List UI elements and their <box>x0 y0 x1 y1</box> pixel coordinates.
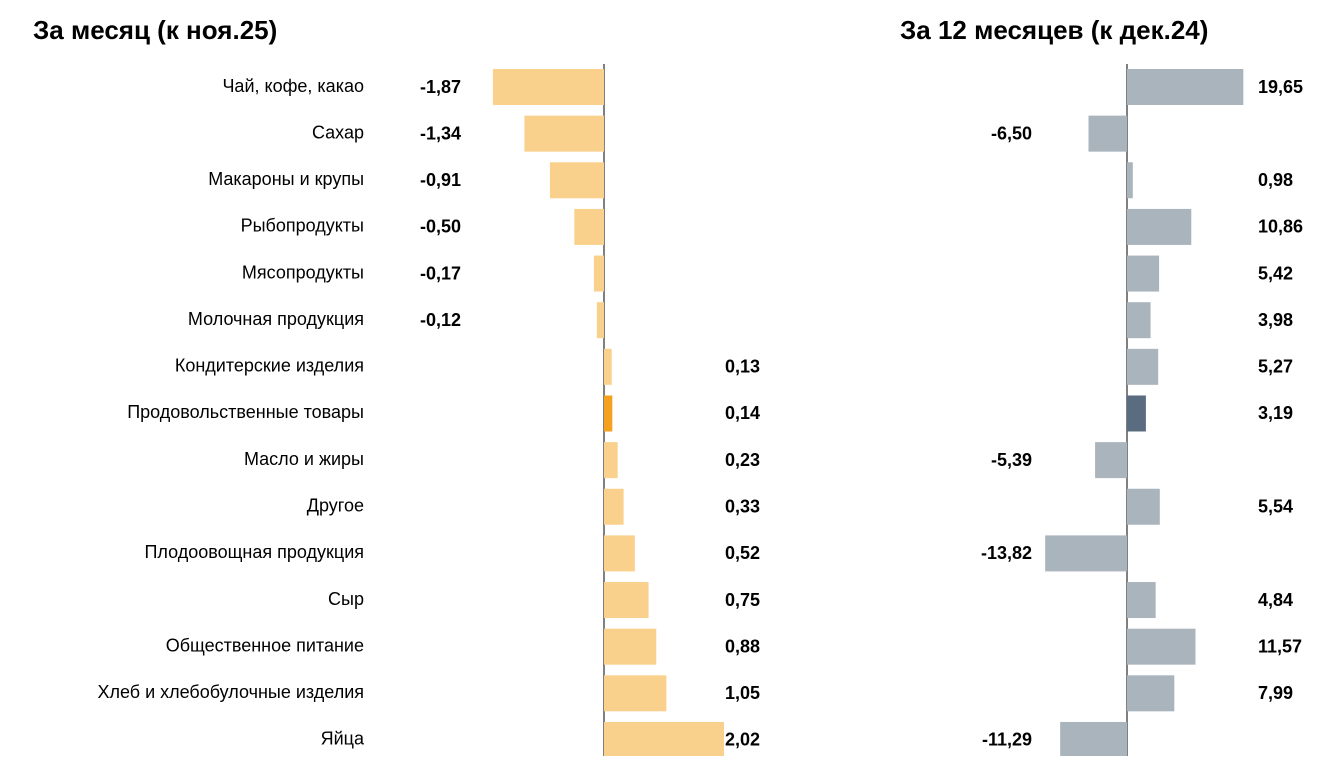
value-label: -1,87 <box>420 77 461 97</box>
bar <box>1060 721 1127 758</box>
bar <box>596 302 604 339</box>
bar <box>1127 302 1151 339</box>
value-label: 11,57 <box>1258 636 1302 656</box>
bar <box>1127 69 1244 105</box>
bar <box>574 208 604 245</box>
value-label: 0,75 <box>725 590 760 610</box>
value-label: 3,98 <box>1258 310 1293 330</box>
category-label: Макароны и крупы <box>208 169 364 189</box>
value-label: 5,54 <box>1258 497 1293 517</box>
value-label: -1,34 <box>420 123 461 143</box>
bar <box>604 628 657 665</box>
bar <box>1127 488 1160 525</box>
value-label: -0,50 <box>420 217 461 237</box>
bar <box>604 442 618 479</box>
bar <box>593 255 604 292</box>
bar <box>1127 675 1175 712</box>
value-label: -11,29 <box>982 730 1032 750</box>
value-label: 3,19 <box>1258 403 1293 423</box>
bar <box>1127 348 1159 385</box>
bar <box>604 535 635 572</box>
bar <box>604 488 624 525</box>
bar <box>1127 628 1196 665</box>
value-label: -5,39 <box>991 450 1032 470</box>
category-label: Сыр <box>328 589 364 609</box>
value-label: 2,02 <box>725 730 760 750</box>
value-label: -0,17 <box>420 263 461 283</box>
bar <box>1095 442 1127 479</box>
category-label: Общественное питание <box>166 635 364 655</box>
category-label: Рыбопродукты <box>241 216 364 236</box>
value-label: 5,27 <box>1258 357 1293 377</box>
bar <box>1127 255 1160 292</box>
chart-title: За месяц (к ноя.25) <box>33 15 277 45</box>
bar <box>604 675 667 712</box>
value-label: 1,05 <box>725 683 760 703</box>
category-label: Мясопродукты <box>242 262 364 282</box>
bar <box>1045 535 1127 572</box>
category-label: Кондитерские изделия <box>175 356 364 376</box>
value-label: -0,12 <box>420 310 461 330</box>
category-label: Продовольственные товары <box>127 402 364 422</box>
category-label: Яйца <box>321 729 365 749</box>
value-label: 0,88 <box>725 636 760 656</box>
chart-title: За 12 месяцев (к дек.24) <box>900 15 1208 45</box>
value-label: 7,99 <box>1258 683 1293 703</box>
bar <box>1127 395 1146 432</box>
value-label: 5,42 <box>1258 263 1293 283</box>
bar <box>549 162 604 199</box>
category-label: Хлеб и хлебобулочные изделия <box>97 682 364 702</box>
bar <box>492 69 604 105</box>
category-label: Другое <box>307 496 364 516</box>
value-label: -6,50 <box>991 123 1032 143</box>
bar <box>604 582 649 619</box>
bar <box>524 115 604 152</box>
value-label: 0,23 <box>725 450 760 470</box>
bar <box>604 348 612 385</box>
category-label: Плодоовощная продукция <box>144 542 364 562</box>
value-label: 19,65 <box>1258 77 1303 97</box>
value-label: 10,86 <box>1258 217 1303 237</box>
bar <box>604 721 724 758</box>
value-label: 0,52 <box>725 543 760 563</box>
bar <box>604 395 613 432</box>
value-label: 0,33 <box>725 497 760 517</box>
value-label: -0,91 <box>420 170 461 190</box>
value-label: -13,82 <box>981 543 1032 563</box>
bar <box>1127 208 1192 245</box>
category-label: Молочная продукция <box>188 309 364 329</box>
value-label: 0,98 <box>1258 170 1293 190</box>
category-label: Масло и жиры <box>244 449 364 469</box>
value-label: 4,84 <box>1258 590 1293 610</box>
category-label: Чай, кофе, какао <box>222 76 364 96</box>
bar <box>1088 115 1127 152</box>
bar <box>1127 582 1156 619</box>
value-label: 0,14 <box>725 403 760 423</box>
bar <box>1127 162 1133 199</box>
value-label: 0,13 <box>725 357 760 377</box>
category-label: Сахар <box>312 122 364 142</box>
